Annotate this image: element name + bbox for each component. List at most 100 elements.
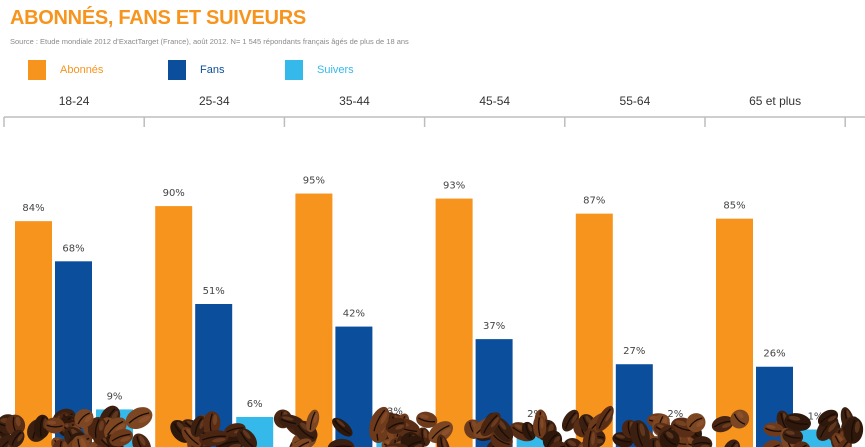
coffee-bean-body (44, 417, 65, 434)
coffee-bean-body (383, 443, 410, 447)
coffee-bean (686, 413, 706, 433)
coffee-bean (645, 437, 665, 447)
coffee-bean (722, 439, 741, 447)
coffee-bean-crease (652, 440, 658, 447)
coffee-bean-crease (765, 427, 783, 432)
source-note: Source : Etude mondiale 2012 d’ExactTarg… (10, 37, 409, 46)
coffee-bean-crease (784, 433, 801, 439)
coffee-bean-highlight (212, 437, 226, 443)
coffee-bean (711, 415, 734, 433)
coffee-bean-crease (787, 419, 809, 425)
coffee-bean-crease (201, 435, 226, 441)
coffee-bean-body (722, 439, 741, 447)
coffee-bean-highlight (540, 417, 544, 429)
data-label-fans: 27% (623, 346, 645, 357)
coffee-bean-crease (493, 434, 510, 446)
coffee-bean-body (645, 437, 665, 447)
coffee-bean-highlight (827, 415, 837, 422)
data-label-abonnes: 90% (163, 188, 185, 199)
coffee-bean (521, 421, 536, 441)
coffee-bean-highlight (615, 434, 626, 439)
coffee-bean-highlight (639, 423, 646, 437)
coffee-bean (71, 435, 93, 447)
coffee-bean-crease (713, 420, 731, 428)
category-label: 45-54 (479, 94, 510, 108)
coffee-beans-decoration (0, 405, 864, 447)
coffee-bean-crease (588, 430, 592, 447)
coffee-bean-highlight (605, 410, 613, 422)
category-label: 18-24 (59, 94, 90, 108)
coffee-bean-crease (403, 440, 422, 447)
coffee-bean (416, 411, 438, 428)
coffee-bean-crease (431, 424, 450, 440)
coffee-bean (236, 428, 258, 447)
coffee-bean-crease (94, 419, 100, 438)
data-label-suivers: 2% (527, 409, 543, 420)
coffee-bean-crease (551, 445, 565, 447)
coffee-bean-crease (394, 439, 400, 447)
coffee-bean-highlight (84, 415, 92, 423)
coffee-bean-highlight (788, 415, 801, 421)
data-label-fans: 68% (62, 243, 84, 254)
coffee-bean (44, 417, 65, 434)
coffee-bean-crease (614, 437, 632, 443)
coffee-bean (730, 409, 750, 429)
coffee-bean-crease (297, 424, 315, 439)
coffee-bean-crease (418, 417, 436, 423)
coffee-bean-highlight (785, 430, 795, 435)
coffee-bean-crease (483, 414, 498, 434)
coffee-bean-highlight (17, 433, 24, 442)
coffee-bean-body (416, 411, 438, 428)
coffee-bean-body (400, 435, 425, 447)
data-label-fans: 51% (203, 286, 225, 297)
coffee-bean (52, 439, 72, 447)
coffee-bean-crease (11, 431, 22, 446)
data-label-suivers: 6% (247, 399, 263, 410)
data-label-suivers: 1% (808, 411, 824, 422)
coffee-bean-crease (727, 441, 736, 447)
coffee-bean-body (763, 422, 785, 437)
coffee-bean-crease (107, 420, 124, 436)
coffee-bean-body (87, 417, 108, 441)
coffee-bean-highlight (585, 415, 592, 424)
coffee-bean (332, 417, 353, 437)
coffee-bean (428, 421, 454, 444)
coffee-bean-highlight (721, 423, 732, 428)
coffee-bean-body (306, 409, 320, 433)
coffee-bean-body (782, 428, 804, 445)
coffee-bean-highlight (655, 440, 661, 447)
coffee-bean-crease (128, 412, 150, 424)
coffee-bean (532, 415, 547, 439)
coffee-bean-crease (663, 433, 676, 446)
coffee-bean-crease (226, 427, 244, 433)
coffee-bean-highlight (395, 424, 405, 430)
coffee-bean-highlight (299, 443, 310, 447)
coffee-bean (8, 429, 25, 447)
coffee-bean-highlight (110, 410, 119, 422)
coffee-bean (190, 415, 207, 438)
coffee-bean-crease (688, 417, 703, 428)
coffee-bean (659, 429, 680, 447)
coffee-bean-highlight (766, 424, 776, 429)
coffee-bean (595, 405, 614, 432)
coffee-bean (843, 417, 864, 444)
bar-abonnes (435, 198, 473, 447)
coffee-bean-body (109, 429, 133, 447)
coffee-bean (109, 429, 133, 447)
bar-abonnes (295, 193, 333, 447)
coffee-bean-highlight (419, 414, 429, 419)
coffee-bean-highlight (854, 420, 860, 433)
coffee-bean-body (52, 439, 72, 447)
coffee-bean-highlight (497, 419, 507, 430)
coffee-bean-crease (309, 411, 316, 430)
coffee-bean-highlight (675, 420, 687, 426)
legend-label-suivers: Suivers (317, 64, 354, 76)
category-label: 65 et plus (749, 94, 801, 108)
coffee-bean-body (836, 438, 852, 447)
coffee-bean-body (125, 407, 153, 430)
coffee-bean-crease (693, 442, 711, 446)
coffee-bean-body (385, 417, 406, 434)
coffee-bean (782, 428, 804, 445)
coffee-bean-crease (111, 433, 131, 442)
